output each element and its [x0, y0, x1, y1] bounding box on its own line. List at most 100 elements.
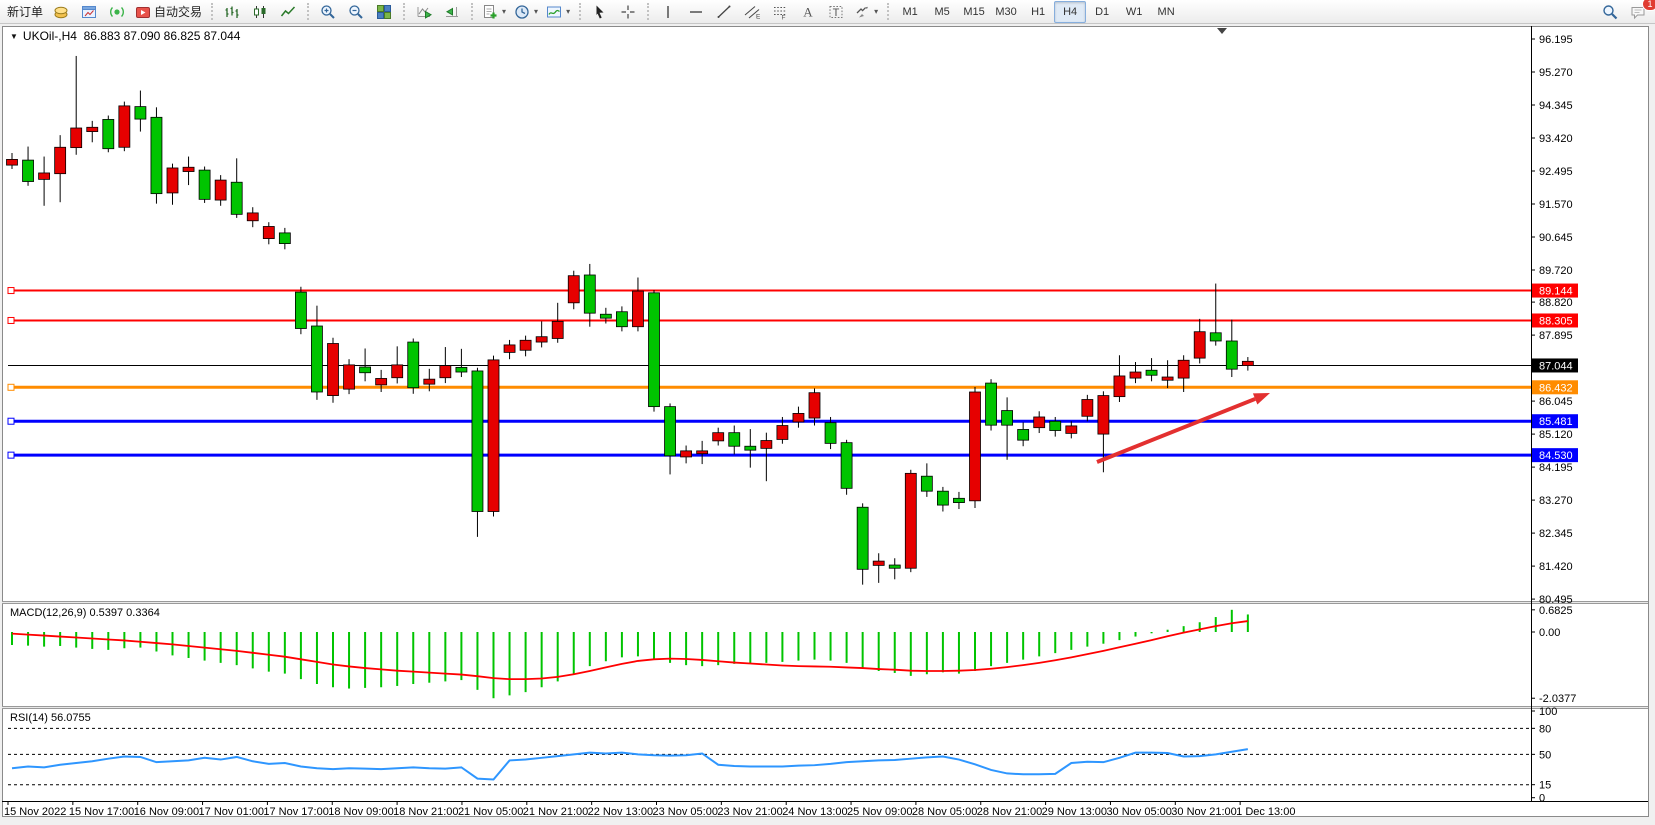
- time-tick-label: 21 Nov 05:00: [458, 806, 523, 818]
- chart-shift-button[interactable]: [438, 1, 466, 23]
- line-handle[interactable]: [7, 287, 15, 295]
- macd-signal-line: [11, 620, 1248, 681]
- shapes-icon: [856, 6, 868, 17]
- candle: [937, 490, 949, 506]
- symbol-ohlc-label: UKOil-,H4 86.883 87.090 86.825 87.044: [22, 29, 241, 43]
- accounts-button[interactable]: [47, 1, 75, 23]
- trend-arrow-head[interactable]: [1252, 393, 1270, 405]
- candle: [503, 344, 516, 353]
- candle: [920, 475, 933, 492]
- candle: [278, 232, 291, 244]
- periods-button[interactable]: ▾: [510, 1, 542, 23]
- auto-scroll-button[interactable]: [410, 1, 438, 23]
- price-tick-label: 82.345: [1539, 528, 1573, 540]
- crosshair-icon: [621, 5, 635, 18]
- timeframe-m5[interactable]: M5: [926, 1, 958, 23]
- price-badge-label: 89.144: [1539, 286, 1573, 298]
- rsi-axis-label: 80: [1539, 723, 1551, 735]
- toolbar-grip: [887, 3, 890, 20]
- timeframe-m15[interactable]: M15: [958, 1, 990, 23]
- price-badge: [1532, 414, 1578, 429]
- candle: [150, 116, 163, 195]
- bar-chart-button[interactable]: [218, 1, 246, 23]
- price-badge: [1532, 358, 1578, 373]
- horizontal-line-button[interactable]: [682, 1, 710, 23]
- price-tick-label: 94.345: [1539, 100, 1573, 112]
- candle: [359, 366, 372, 374]
- price-badge: [1532, 380, 1578, 395]
- crosshair-button[interactable]: [614, 1, 642, 23]
- fibonacci-button[interactable]: F: [766, 1, 794, 23]
- candle: [872, 560, 885, 566]
- arrows-button[interactable]: ▾: [850, 1, 882, 23]
- toolbar-grip: [471, 3, 474, 20]
- chart-shift-marker[interactable]: [1217, 28, 1227, 34]
- rsi-axis-label: 0: [1539, 793, 1545, 805]
- time-tick-label: 18 Nov 09:00: [328, 806, 393, 818]
- candle: [535, 336, 548, 343]
- candle: [551, 320, 564, 339]
- market-watch-button[interactable]: [75, 1, 103, 23]
- candle: [792, 413, 805, 423]
- timeframe-mn[interactable]: MN: [1150, 1, 1182, 23]
- time-tick-label: 22 Nov 13:00: [588, 806, 653, 818]
- price-tick-label: 90.645: [1539, 232, 1573, 244]
- line-handle[interactable]: [7, 451, 15, 459]
- zoom-out-button[interactable]: [342, 1, 370, 23]
- new-chart-button[interactable]: ▾: [478, 1, 510, 23]
- zoom-in-button[interactable]: [314, 1, 342, 23]
- timeframe-h1[interactable]: H1: [1022, 1, 1054, 23]
- price-tick-label: 88.820: [1539, 297, 1573, 309]
- toolbar-grip: [307, 3, 310, 20]
- timeframe-d1[interactable]: D1: [1086, 1, 1118, 23]
- candle: [1065, 425, 1078, 434]
- candle: [969, 391, 981, 502]
- text-button[interactable]: A: [794, 1, 822, 23]
- candle: [824, 422, 837, 444]
- timeframe-m30[interactable]: M30: [990, 1, 1022, 23]
- chart-shift-icon: [446, 6, 459, 17]
- notifications-button[interactable]: 1: [1624, 0, 1655, 23]
- timeframe-w1[interactable]: W1: [1118, 1, 1150, 23]
- time-tick-label: 1 Dec 13:00: [1236, 806, 1295, 818]
- candle: [1145, 369, 1158, 376]
- timeframe-h4[interactable]: H4: [1054, 0, 1087, 23]
- search-button[interactable]: [1596, 1, 1624, 23]
- candle: [294, 291, 307, 329]
- candle: [1129, 371, 1142, 379]
- candlestick-icon: [254, 5, 266, 18]
- new-order-button[interactable]: 新订单: [3, 1, 47, 23]
- line-handle[interactable]: [7, 417, 15, 425]
- timeframe-m5-label: M5: [934, 5, 950, 18]
- symbol-menu-arrow-icon[interactable]: ▼: [10, 31, 18, 41]
- tile-windows-button[interactable]: [370, 1, 398, 23]
- line-chart-button[interactable]: [274, 1, 302, 23]
- rsi-label: RSI(14) 56.0755: [10, 712, 91, 724]
- templates-button[interactable]: ▾: [542, 1, 574, 23]
- signals-button[interactable]: [103, 1, 131, 23]
- cursor-button[interactable]: [586, 1, 614, 23]
- trendline-icon: [717, 5, 731, 18]
- equidistant-channel-button[interactable]: E: [738, 1, 766, 23]
- line-handle[interactable]: [7, 316, 15, 324]
- vertical-line-button[interactable]: [654, 1, 682, 23]
- timeframe-m1[interactable]: M1: [894, 1, 926, 23]
- candle: [1049, 420, 1062, 431]
- candle: [776, 425, 789, 440]
- candle: [1017, 429, 1030, 441]
- gold-icon: [54, 6, 68, 18]
- candle: [1081, 399, 1094, 417]
- text-label-button[interactable]: T: [822, 1, 850, 23]
- time-tick-label: 18 Nov 21:00: [393, 806, 458, 818]
- auto-trading-button[interactable]: 自动交易: [131, 1, 206, 23]
- macd-label: MACD(12,26,9) 0.5397 0.3364: [10, 607, 160, 619]
- autotrade-icon: [136, 6, 151, 18]
- chart-window-icon: [82, 5, 97, 18]
- line-handle[interactable]: [7, 383, 15, 391]
- rsi-axis-label: 15: [1539, 780, 1551, 792]
- trendline-button[interactable]: [710, 1, 738, 23]
- trend-arrow-line[interactable]: [1096, 397, 1256, 464]
- vline-icon: [667, 5, 669, 18]
- candlestick-chart-button[interactable]: [246, 1, 274, 23]
